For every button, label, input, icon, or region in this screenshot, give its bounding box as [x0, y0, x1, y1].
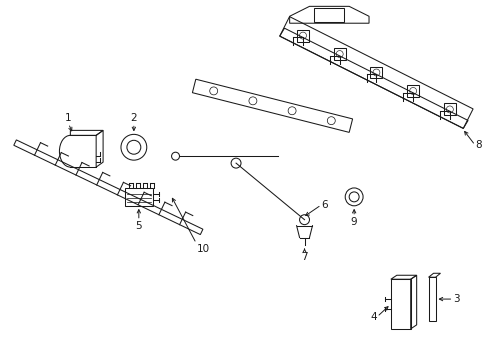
Text: 5: 5 [135, 221, 142, 231]
Text: 3: 3 [452, 294, 459, 304]
Bar [296, 30, 308, 41]
Text: 2: 2 [130, 113, 137, 123]
Text: 7: 7 [301, 252, 307, 262]
Bar [333, 48, 345, 60]
Text: 10: 10 [196, 243, 209, 253]
Bar [370, 67, 382, 78]
Bar [407, 85, 418, 97]
Bar [314, 8, 344, 22]
Bar [443, 103, 455, 115]
Bar [124, 188, 152, 206]
Text: 8: 8 [474, 140, 481, 150]
Text: 9: 9 [350, 217, 357, 227]
Text: 6: 6 [321, 200, 327, 210]
Text: 1: 1 [65, 113, 72, 123]
Text: 4: 4 [369, 312, 376, 322]
